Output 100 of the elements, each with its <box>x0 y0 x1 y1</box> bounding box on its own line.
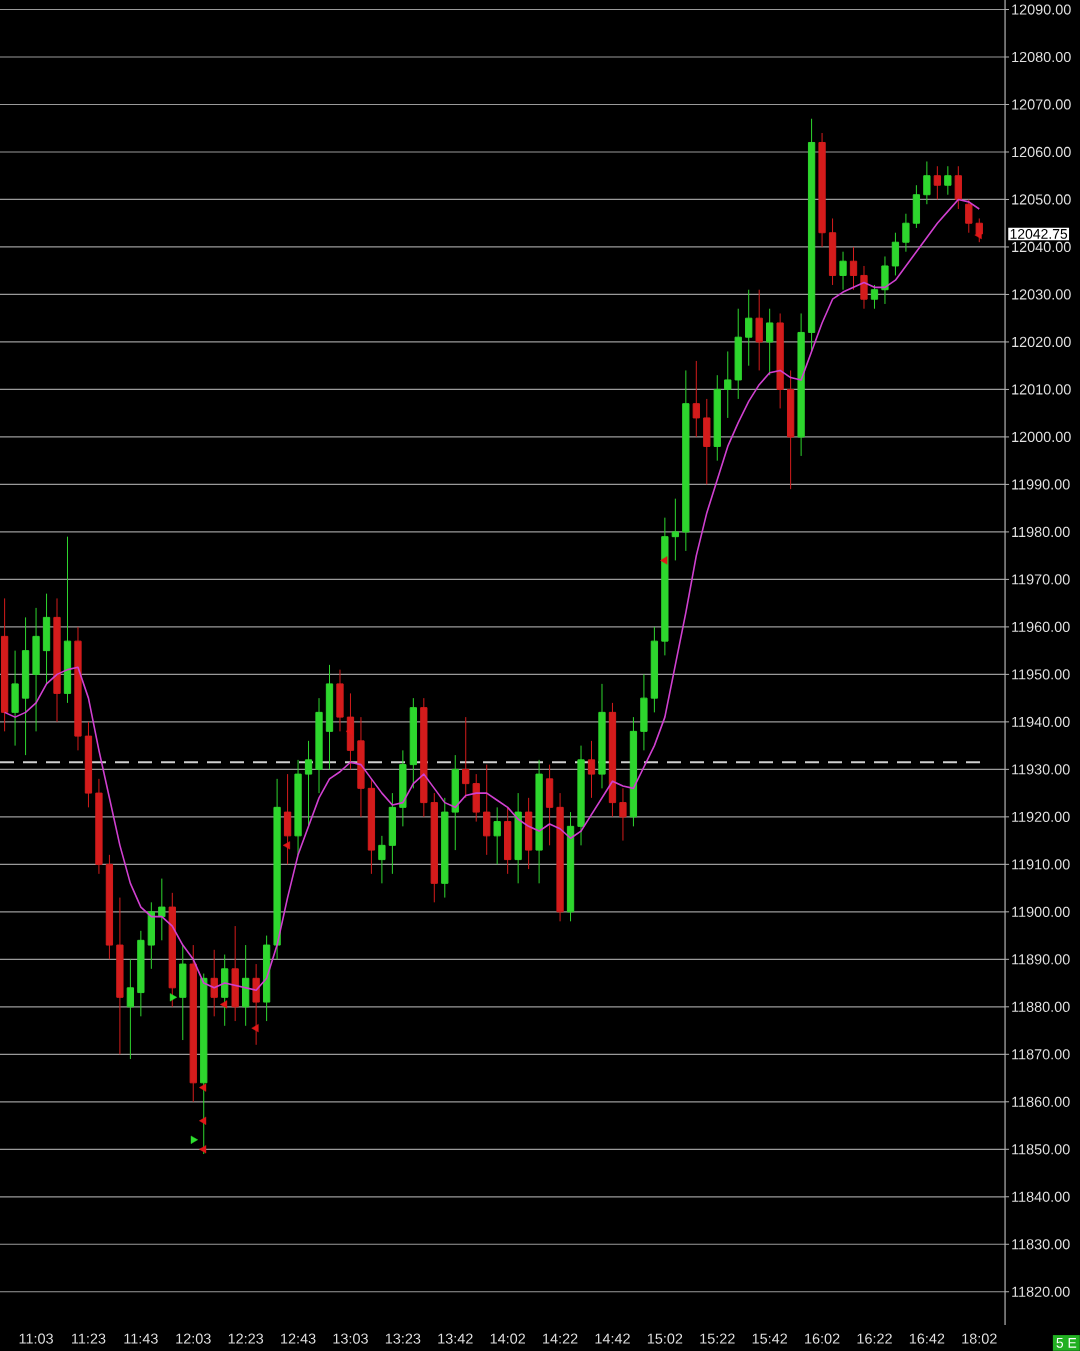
candlestick <box>640 673 648 751</box>
candlestick <box>766 308 774 376</box>
point <box>199 1116 207 1125</box>
y-tick-label: 12090.00 <box>1012 4 1071 15</box>
candlestick <box>755 289 763 371</box>
candlestick <box>210 949 218 1017</box>
x-tick-label: 11:23 <box>72 1333 106 1344</box>
candlestick <box>493 806 501 865</box>
x-tick-label: 16:02 <box>805 1333 840 1344</box>
y-tick-label: 11830.00 <box>1012 1239 1070 1250</box>
point <box>220 1000 228 1009</box>
candlestick <box>713 374 721 462</box>
candlestick <box>158 878 166 941</box>
candlestick <box>283 773 292 865</box>
x-tick-label: 15:42 <box>752 1333 788 1344</box>
candlestick <box>357 716 365 818</box>
x-tick-label: 13:03 <box>333 1333 368 1344</box>
candlestick <box>724 350 732 419</box>
x-tick-label: 12:23 <box>228 1333 264 1344</box>
candlestick <box>954 165 962 210</box>
y-tick-label: 11820.00 <box>1012 1286 1070 1297</box>
candlestick <box>231 925 239 1022</box>
y-tick-label: 11860.00 <box>1012 1096 1070 1107</box>
candlestick <box>839 251 847 291</box>
x-tick-label: 14:42 <box>595 1333 630 1344</box>
candlestick <box>378 835 386 884</box>
candlestick <box>556 792 564 922</box>
candlestick <box>95 778 103 875</box>
candlestick <box>325 664 334 770</box>
candlestick <box>870 284 879 310</box>
y-tick-label: 12010.00 <box>1012 384 1071 395</box>
candlestick <box>514 792 522 884</box>
candlestick <box>74 626 82 751</box>
candlestick <box>734 308 742 400</box>
candlestick <box>137 930 145 1017</box>
y-tick-label: 11900.00 <box>1012 906 1070 917</box>
candlestick <box>902 213 910 253</box>
candlestick <box>294 759 302 856</box>
candlestick <box>126 958 135 1060</box>
x-tick-label: 14:22 <box>543 1333 578 1344</box>
candlestick <box>11 650 19 747</box>
point <box>345 727 353 736</box>
x-tick-label: 13:23 <box>385 1333 421 1344</box>
candlestick <box>524 797 533 870</box>
x-tick-label: 12:43 <box>281 1333 316 1344</box>
candlestick <box>671 498 679 561</box>
point <box>974 231 982 240</box>
x-tick-label: 15:22 <box>700 1333 735 1344</box>
candlestick <box>451 754 459 851</box>
candlestick <box>912 184 921 229</box>
candlestick <box>682 369 690 552</box>
candlestick <box>598 683 606 789</box>
x-tick-label: 13:42 <box>438 1333 473 1344</box>
y-tick-label: 11980.00 <box>1012 526 1070 538</box>
candlestick <box>53 597 61 723</box>
y-tick-label: 12040.00 <box>1012 241 1071 253</box>
candlestick <box>430 792 438 903</box>
y-tick-label: 11950.00 <box>1012 669 1070 680</box>
point <box>190 1135 198 1144</box>
candlestick <box>42 593 51 685</box>
candlestick <box>63 536 72 704</box>
y-tick-label: 11920.00 <box>1012 811 1070 822</box>
candlestick <box>462 716 470 799</box>
candlestick <box>650 626 659 713</box>
candlestick <box>786 369 795 490</box>
candlestick <box>545 764 554 846</box>
y-tick-label: 11910.00 <box>1012 859 1070 870</box>
candlestick <box>577 745 585 846</box>
candlestick <box>116 897 124 1055</box>
candlestick <box>367 778 376 875</box>
y-tick-label: 11850.00 <box>1012 1144 1070 1155</box>
candlestick <box>965 198 973 234</box>
x-tick-label: 18:02 <box>962 1333 997 1344</box>
y-tick-label: 12060.00 <box>1012 146 1071 158</box>
y-tick-label: 11880.00 <box>1012 1001 1070 1012</box>
point <box>282 841 291 850</box>
x-tick-label: 16:42 <box>909 1333 945 1344</box>
candlestick <box>409 697 417 789</box>
y-tick-label: 11840.00 <box>1012 1191 1070 1202</box>
candlestick <box>535 759 543 884</box>
candlestick <box>242 944 250 1027</box>
candlestick <box>147 901 155 970</box>
y-tick-label: 12080.00 <box>1012 51 1071 63</box>
candlestick <box>420 697 428 818</box>
x-tick-label: 12:03 <box>176 1333 211 1344</box>
point <box>199 1083 207 1092</box>
candlestick <box>849 246 858 291</box>
y-tick-label: 11940.00 <box>1012 716 1070 727</box>
candlestick <box>587 740 596 799</box>
candlestick <box>252 963 260 1046</box>
point <box>169 993 177 1002</box>
candlestick <box>860 265 868 310</box>
candlestick <box>797 312 805 457</box>
candlestick <box>189 944 197 1103</box>
candlestick <box>105 854 114 960</box>
y-tick-label: 12050.00 <box>1012 194 1071 205</box>
candlestick <box>504 806 512 875</box>
y-tick-label: 11930.00 <box>1012 764 1070 775</box>
candlestick <box>891 232 900 276</box>
x-tick-label: 11:43 <box>124 1333 158 1344</box>
